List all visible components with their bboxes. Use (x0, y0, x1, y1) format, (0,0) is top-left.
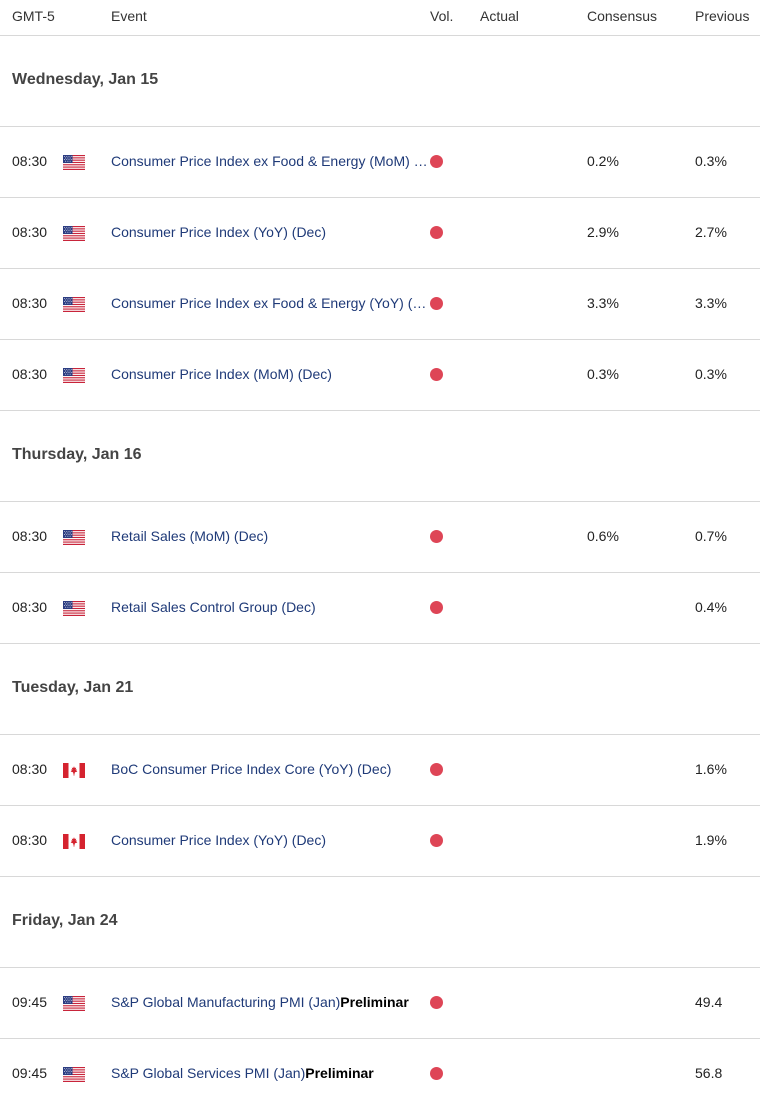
event-title[interactable]: Consumer Price Index ex Food & Energy (Y… (111, 295, 429, 311)
us-flag-icon (63, 368, 85, 383)
previous-value: 56.8 (695, 1065, 723, 1081)
day-label: Friday, Jan 24 (12, 912, 118, 929)
header-event: Event (111, 8, 147, 24)
previous-value: 1.6% (695, 761, 727, 777)
header-consensus: Consensus (587, 8, 658, 24)
event-name: Consumer Price Index (YoY) (Dec) (111, 832, 327, 848)
volatility-dot-icon (430, 1067, 443, 1080)
table-row[interactable]: 08:30 Consumer Price Index ex Food & Ene… (0, 269, 760, 340)
event-time: 09:45 (12, 994, 48, 1010)
previous-value: 0.4% (695, 599, 727, 615)
volatility-dot-icon (430, 601, 443, 614)
us-flag-icon (63, 530, 85, 545)
previous-value: 1.9% (695, 832, 727, 848)
event-time: 08:30 (12, 224, 48, 240)
consensus-value: 0.3% (587, 366, 619, 382)
table-row[interactable]: 08:30 BoC Consumer Price Index Core (YoY… (0, 735, 760, 806)
header-previous: Previous (695, 8, 750, 24)
event-name: BoC Consumer Price Index Core (YoY) (Dec… (111, 761, 392, 777)
event-name: Retail Sales (MoM) (Dec) (111, 528, 269, 544)
previous-value: 2.7% (695, 224, 727, 240)
event-name: Consumer Price Index ex Food & Energy (Y… (111, 295, 429, 311)
event-time: 08:30 (12, 153, 48, 169)
day-header: Wednesday, Jan 15 (0, 36, 760, 127)
previous-value: 3.3% (695, 295, 727, 311)
event-title[interactable]: Consumer Price Index (YoY) (Dec) (111, 224, 429, 240)
event-time: 08:30 (12, 528, 48, 544)
volatility-dot-icon (430, 530, 443, 543)
event-name-bold: Preliminar (340, 994, 409, 1010)
consensus-value: 0.2% (587, 153, 619, 169)
event-title[interactable]: Consumer Price Index (MoM) (Dec) (111, 366, 429, 382)
table-row[interactable]: 08:30 Consumer Price Index (YoY) (Dec) 1… (0, 806, 760, 877)
table-row[interactable]: 08:30 Consumer Price Index ex Food & Ene… (0, 127, 760, 198)
table-row[interactable]: 08:30 Retail Sales Control Group (Dec) 0… (0, 573, 760, 644)
event-title[interactable]: Consumer Price Index ex Food & Energy (M… (111, 153, 429, 169)
event-time: 08:30 (12, 832, 48, 848)
header-timezone[interactable]: GMT-5 (12, 8, 55, 24)
day-label: Tuesday, Jan 21 (12, 679, 134, 696)
us-flag-icon (63, 601, 85, 616)
header-vol: Vol. (430, 8, 454, 24)
event-name: S&P Global Manufacturing PMI (Jan) (111, 994, 341, 1010)
day-header: Thursday, Jan 16 (0, 411, 760, 502)
table-row[interactable]: 08:30 Consumer Price Index (MoM) (Dec) 0… (0, 340, 760, 411)
previous-value: 49.4 (695, 994, 723, 1010)
table-row[interactable]: 09:45 S&P Global Services PMI (Jan)Preli… (0, 1039, 760, 1098)
event-name: Consumer Price Index (MoM) (Dec) (111, 366, 332, 382)
consensus-value: 3.3% (587, 295, 619, 311)
consensus-value: 2.9% (587, 224, 619, 240)
us-flag-icon (63, 155, 85, 170)
event-name: Consumer Price Index ex Food & Energy (M… (111, 153, 429, 169)
event-name: Retail Sales Control Group (Dec) (111, 599, 316, 615)
volatility-dot-icon (430, 368, 443, 381)
event-title[interactable]: Retail Sales (MoM) (Dec) (111, 528, 429, 544)
us-flag-icon (63, 1067, 85, 1082)
day-header: Tuesday, Jan 21 (0, 644, 760, 735)
event-title[interactable]: S&P Global Manufacturing PMI (Jan)Prelim… (111, 994, 429, 1010)
day-label: Wednesday, Jan 15 (12, 71, 159, 88)
header-actual: Actual (480, 8, 519, 24)
event-title[interactable]: Consumer Price Index (YoY) (Dec) (111, 832, 429, 848)
event-time: 08:30 (12, 599, 48, 615)
event-name: Consumer Price Index (YoY) (Dec) (111, 224, 327, 240)
us-flag-icon (63, 996, 85, 1011)
previous-value: 0.3% (695, 366, 727, 382)
us-flag-icon (63, 226, 85, 241)
event-name: S&P Global Services PMI (Jan) (111, 1065, 306, 1081)
volatility-dot-icon (430, 226, 443, 239)
event-title[interactable]: Retail Sales Control Group (Dec) (111, 599, 429, 615)
volatility-dot-icon (430, 834, 443, 847)
ca-flag-icon (63, 763, 85, 778)
volatility-dot-icon (430, 155, 443, 168)
event-name-bold: Preliminar (305, 1065, 374, 1081)
day-label: Thursday, Jan 16 (12, 446, 142, 463)
table-header: GMT-5 Event Vol. Actual Consensus Previo… (0, 0, 760, 36)
day-header: Friday, Jan 24 (0, 877, 760, 968)
volatility-dot-icon (430, 996, 443, 1009)
event-time: 08:30 (12, 761, 48, 777)
table-row[interactable]: 08:30 Consumer Price Index (YoY) (Dec) 2… (0, 198, 760, 269)
table-row[interactable]: 08:30 Retail Sales (MoM) (Dec) 0.6% 0.7% (0, 502, 760, 573)
consensus-value: 0.6% (587, 528, 619, 544)
event-time: 09:45 (12, 1065, 48, 1081)
us-flag-icon (63, 297, 85, 312)
event-title[interactable]: BoC Consumer Price Index Core (YoY) (Dec… (111, 761, 429, 777)
previous-value: 0.3% (695, 153, 727, 169)
ca-flag-icon (63, 834, 85, 849)
volatility-dot-icon (430, 763, 443, 776)
event-title[interactable]: S&P Global Services PMI (Jan)Preliminar (111, 1065, 429, 1081)
volatility-dot-icon (430, 297, 443, 310)
event-time: 08:30 (12, 295, 48, 311)
event-time: 08:30 (12, 366, 48, 382)
previous-value: 0.7% (695, 528, 727, 544)
table-row[interactable]: 09:45 S&P Global Manufacturing PMI (Jan)… (0, 968, 760, 1039)
